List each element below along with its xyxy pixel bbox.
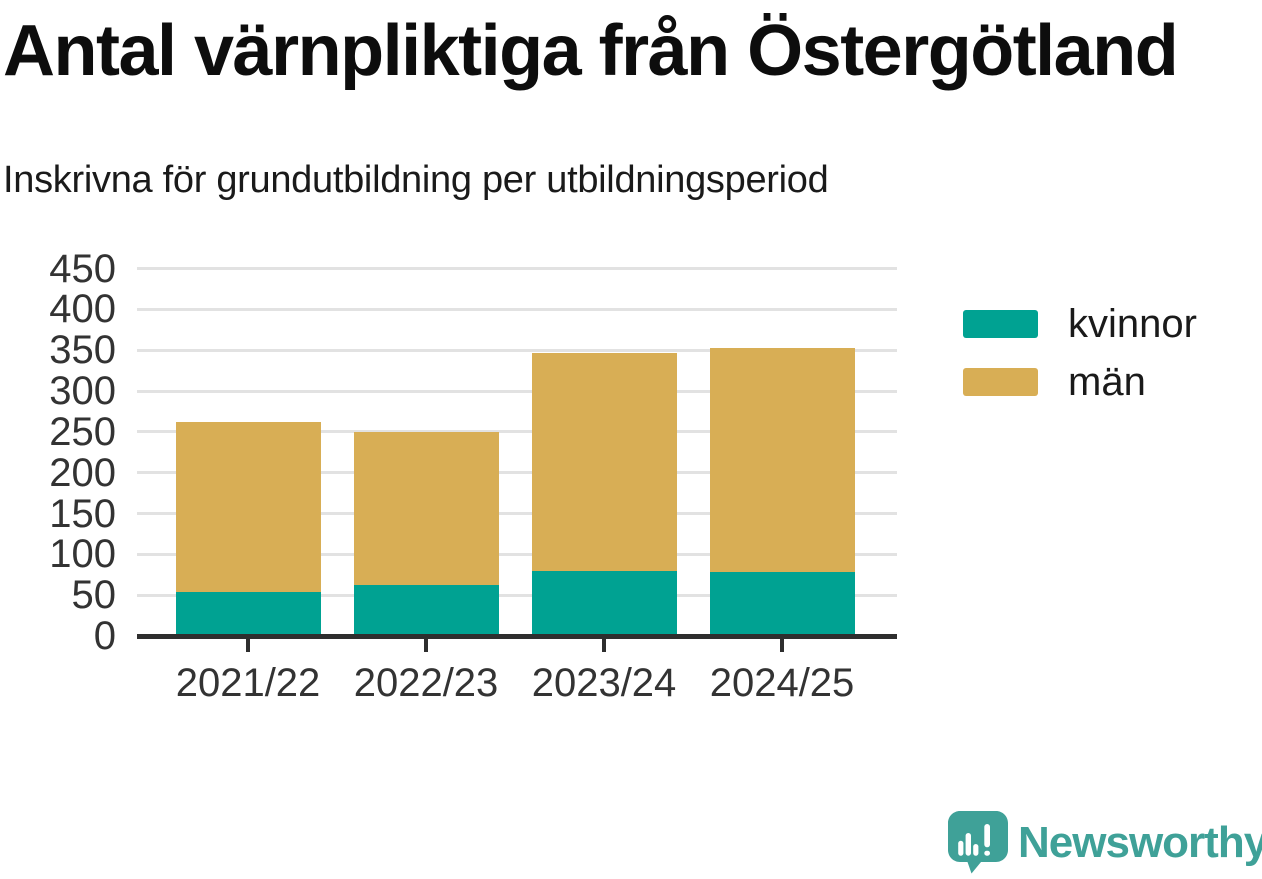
legend-label-män: män	[1068, 360, 1146, 404]
bar-2022-23-kvinnor	[353, 585, 499, 636]
page-title: Antal värnpliktiga från Östergötland	[3, 11, 1179, 91]
y-axis-tick-label-150: 150	[49, 491, 116, 536]
y-axis-tick-label-0: 0	[93, 614, 116, 658]
bar-2023-24-män	[531, 353, 677, 571]
bar-2021-22-kvinnor	[175, 591, 321, 636]
gridline-y-400	[137, 307, 897, 311]
legend-swatch-kvinnor	[963, 310, 1038, 338]
gridline-y-150	[137, 512, 897, 515]
chart-subtitle: Inskrivna för grundutbildning per utbild…	[3, 159, 829, 201]
y-axis-tick-label-200: 200	[49, 450, 116, 495]
y-axis-tick-label-350: 350	[49, 328, 116, 373]
gridline-y-50	[137, 593, 897, 597]
x-axis-tick-2021-22	[246, 639, 250, 652]
gridline-y-250	[137, 430, 897, 434]
newsworthy-logo-text[interactable]: Newsworthy	[1018, 818, 1262, 867]
x-axis-tick-label-2022-23: 2022/23	[353, 661, 499, 705]
newsworthy-logo[interactable]: Newsworthy	[948, 811, 1262, 875]
x-axis-tick-2024-25	[780, 639, 784, 652]
bar-2023-24-kvinnor	[531, 570, 677, 636]
y-axis-tick-label-400: 400	[49, 287, 116, 332]
x-axis-line	[137, 634, 897, 639]
x-axis-tick-2022-23	[424, 639, 428, 652]
x-axis-tick-label-2021-22: 2021/22	[175, 661, 321, 705]
legend-swatch-män	[963, 368, 1038, 396]
bar-2022-23-män	[353, 431, 499, 586]
x-axis-tick-2023-24	[602, 639, 606, 652]
gridline-y-100	[137, 552, 897, 556]
legend-label-kvinnor: kvinnor	[1068, 302, 1197, 346]
y-axis-tick-label-450: 450	[49, 246, 116, 291]
gridline-y-300	[137, 389, 897, 393]
newsworthy-speech-bubble-chart-icon	[948, 811, 1008, 874]
gridline-y-200	[137, 471, 897, 475]
gridline-y-450	[137, 267, 897, 270]
gridline-y-350	[137, 348, 897, 352]
y-axis-tick-label-250: 250	[49, 409, 116, 454]
x-axis-tick-label-2023-24: 2023/24	[531, 661, 677, 705]
y-axis-tick-label-300: 300	[49, 369, 116, 413]
bar-2024-25-kvinnor	[709, 572, 855, 636]
bar-2024-25-män	[709, 347, 855, 573]
y-axis-tick-label-100: 100	[49, 532, 116, 577]
y-axis-tick-label-50: 50	[71, 573, 117, 618]
bar-2021-22-män	[175, 422, 321, 592]
x-axis-tick-label-2024-25: 2024/25	[709, 661, 855, 705]
